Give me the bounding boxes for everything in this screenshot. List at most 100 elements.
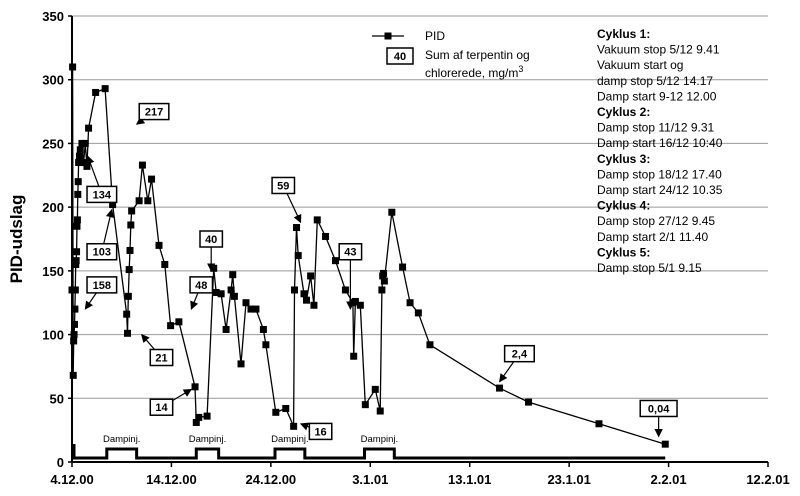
- data-label-arrow: [103, 208, 115, 244]
- pid-data-point: [230, 292, 238, 300]
- y-tick-label: 350: [42, 9, 64, 24]
- pid-data-point: [212, 289, 220, 297]
- pid-data-point: [380, 269, 388, 277]
- pid-data-point: [247, 305, 255, 313]
- data-label-text: 158: [93, 280, 111, 292]
- pid-data-point: [167, 322, 175, 330]
- legend-series-label: PID: [425, 29, 445, 43]
- legend-box-label-line2: chlorerede, mg/m3: [425, 64, 523, 80]
- pid-data-point: [376, 407, 384, 415]
- y-tick-label: 100: [42, 328, 64, 343]
- damp-injection-label: Dampinj.: [361, 434, 399, 445]
- pid-data-point: [242, 299, 250, 307]
- x-tick-label: 14.12.00: [146, 472, 197, 487]
- pid-data-point: [595, 420, 603, 428]
- pid-data-point: [195, 413, 203, 421]
- pid-data-point: [237, 360, 245, 368]
- data-label-box: [271, 176, 296, 195]
- pid-data-point: [70, 320, 78, 328]
- pid-data-point: [388, 208, 396, 216]
- data-label-box: [86, 276, 118, 294]
- pid-data-point: [331, 257, 339, 265]
- pid-data-point: [227, 286, 235, 294]
- pid-data-point: [293, 224, 301, 232]
- pid-data-point: [217, 290, 225, 298]
- cycle-title: Cyklus 3:: [597, 152, 650, 166]
- x-tick-label: 12.2.01: [746, 472, 789, 487]
- data-label-text: 43: [344, 247, 356, 259]
- pid-data-point: [496, 384, 504, 392]
- pid-data-point: [73, 216, 81, 224]
- x-tick-label: 4.12.00: [50, 472, 93, 487]
- data-label-text: 21: [155, 353, 167, 365]
- y-tick-label: 0: [57, 455, 64, 470]
- data-label-text: 14: [155, 402, 168, 414]
- pid-data-point: [399, 263, 407, 271]
- pid-data-point: [127, 221, 135, 229]
- pid-data-point: [341, 286, 349, 294]
- pid-data-point: [83, 162, 91, 170]
- series-pid: [68, 63, 669, 448]
- data-label-text: 2,4: [512, 349, 528, 361]
- data-label-text: 40: [205, 234, 217, 246]
- cycle-title: Cyklus 5:: [597, 245, 650, 259]
- pid-data-point: [125, 266, 133, 274]
- legend-box-label-line1: Sum af terpentin og: [425, 48, 530, 62]
- data-label-box: [503, 344, 535, 363]
- legend: PID 40 Sum af terpentin og chlorerede, m…: [372, 29, 530, 80]
- data-label-text: 217: [145, 107, 163, 119]
- pid-data-point: [155, 241, 163, 249]
- pid-data-point: [414, 309, 422, 317]
- pid-data-point: [71, 305, 79, 313]
- pid-data-point: [101, 85, 109, 93]
- pid-data-point: [192, 418, 200, 426]
- data-label-arrow: [286, 193, 302, 224]
- pid-data-point: [69, 371, 77, 379]
- data-label-text: 134: [93, 189, 112, 201]
- data-label-box: [138, 102, 170, 121]
- pid-data-point: [252, 305, 260, 313]
- x-tick-label: 13.1.01: [448, 472, 491, 487]
- pid-data-point: [161, 260, 169, 268]
- y-tick-labels: 0 50 100 150 200 250 300 350: [42, 9, 64, 470]
- y-tick-label: 200: [42, 200, 64, 215]
- data-label-arrow: [299, 422, 310, 431]
- pid-data-point: [282, 404, 290, 412]
- pid-data-point: [73, 222, 81, 230]
- pid-data-point: [300, 290, 308, 298]
- y-tick-label: 250: [42, 136, 64, 151]
- data-label-arrow: [141, 333, 156, 350]
- y-tick-label: 150: [42, 264, 64, 279]
- pid-data-point: [70, 331, 78, 339]
- y-tick-label: 50: [50, 391, 64, 406]
- pid-series-line: [71, 66, 666, 445]
- cycle-title: Cyklus 1:: [597, 27, 650, 41]
- pid-data-point: [138, 161, 146, 169]
- cycle-line: Damp start 24/12 10.35: [597, 183, 723, 197]
- pid-data-point: [85, 124, 93, 132]
- pid-data-point: [371, 385, 379, 393]
- pid-data-point: [203, 412, 211, 420]
- pid-data-point: [126, 246, 134, 254]
- pid-data-point: [81, 139, 89, 147]
- data-label-box: [308, 422, 333, 441]
- pid-data-point: [123, 310, 131, 318]
- data-label-arrow: [499, 361, 515, 383]
- pid-data-point: [310, 301, 318, 309]
- pid-data-point: [307, 272, 315, 280]
- cycle-line: Damp start 2/1 11.40: [597, 230, 708, 244]
- pid-data-point: [75, 152, 83, 160]
- pid-data-point: [361, 401, 369, 409]
- data-label-box: [86, 242, 118, 261]
- cycle-line: Damp start 9-12 12.00: [597, 89, 717, 103]
- data-label-text: 16: [314, 426, 326, 438]
- pid-data-point: [290, 422, 298, 430]
- y-tick-label: 300: [42, 73, 64, 88]
- legend-box-sample-text: 40: [394, 51, 406, 63]
- pid-data-point: [76, 146, 84, 154]
- cycle-line: Vakuum stop 5/12 9.41: [597, 43, 720, 57]
- pid-data-point: [109, 201, 117, 209]
- data-label-arrow: [135, 116, 146, 125]
- pid-data-point: [380, 277, 388, 285]
